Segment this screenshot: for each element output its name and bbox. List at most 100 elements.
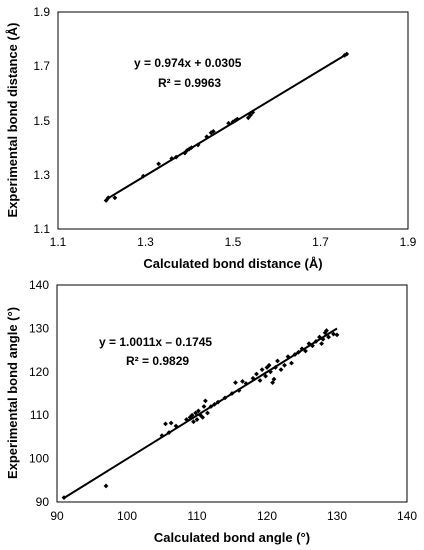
data-point	[275, 358, 280, 364]
y-axis-label: Experimental bond angle (°)	[5, 307, 20, 479]
data-point	[282, 362, 287, 368]
x-tick-label: 100	[117, 509, 137, 523]
y-tick-label: 1.1	[33, 222, 50, 236]
data-point	[159, 433, 165, 438]
data-point	[200, 414, 205, 420]
data-point	[250, 109, 256, 115]
data-point	[303, 348, 308, 354]
data-point	[105, 195, 111, 201]
x-tick-label: 1.7	[312, 235, 329, 249]
data-point	[324, 328, 329, 333]
data-point	[208, 130, 214, 136]
data-point	[226, 120, 232, 126]
data-point	[173, 423, 179, 429]
y-tick-label: 140	[29, 278, 49, 292]
data-point	[344, 51, 350, 57]
data-point	[289, 360, 294, 366]
points-layer	[103, 51, 350, 203]
data-point	[189, 145, 194, 151]
y-tick-label: 130	[29, 321, 49, 335]
data-point	[173, 154, 179, 160]
bond-angle-chart: 90 100 110 120 130 140 90 100 110 120 13…	[5, 278, 417, 545]
data-point	[233, 380, 238, 386]
data-point	[257, 378, 263, 383]
bond-distance-chart: 1.1 1.3 1.5 1.7 1.9 1.1 1.3 1.5 1.7 1.9 …	[5, 5, 417, 271]
data-point	[195, 142, 201, 148]
data-point	[320, 336, 326, 342]
data-point	[319, 341, 324, 346]
data-point	[266, 362, 272, 368]
data-point	[191, 419, 196, 425]
data-point	[182, 150, 188, 156]
bond-angle-plot-area	[56, 284, 408, 503]
data-point	[201, 404, 207, 409]
data-point	[313, 339, 319, 344]
data-point	[210, 128, 216, 134]
y-tick-label: 100	[29, 452, 49, 466]
data-point	[243, 381, 249, 386]
data-point	[196, 408, 201, 414]
data-point	[103, 483, 109, 489]
x-tick-label: 120	[257, 509, 277, 523]
y-tick-label: 120	[29, 365, 49, 379]
r-squared-label: R² = 0.9829	[126, 354, 189, 368]
data-point	[203, 398, 208, 404]
data-point	[103, 198, 109, 203]
data-point	[310, 343, 315, 349]
data-point	[254, 371, 259, 377]
data-point	[234, 116, 240, 122]
x-tick-label: 1.5	[225, 235, 242, 249]
data-point	[212, 401, 217, 407]
data-point	[163, 421, 168, 427]
data-point	[240, 378, 245, 384]
data-point	[168, 420, 174, 426]
data-point	[248, 112, 253, 118]
x-tick-label: 1.9	[400, 235, 417, 249]
data-point	[306, 341, 312, 346]
data-point	[263, 373, 268, 379]
data-point	[331, 331, 336, 337]
x-tick-label: 110	[187, 509, 206, 523]
data-point	[61, 495, 67, 501]
data-point	[229, 391, 235, 396]
y-tick-label: 1.5	[33, 114, 50, 128]
y-axis-label: Experimental bond distance (Å)	[5, 22, 20, 217]
data-point	[259, 367, 265, 373]
data-point	[140, 173, 146, 179]
y-tick-label: 1.3	[33, 168, 50, 182]
points-layer	[61, 328, 340, 501]
data-point	[156, 161, 162, 167]
x-tick-label: 140	[397, 509, 417, 523]
data-point	[194, 417, 200, 422]
data-point	[270, 380, 275, 386]
data-point	[166, 430, 172, 435]
data-point	[292, 352, 298, 357]
data-point	[273, 365, 278, 370]
y-tick-label: 1.7	[33, 59, 50, 73]
data-point	[278, 367, 284, 373]
data-point	[205, 410, 210, 416]
x-tick-label: 1.3	[137, 235, 154, 249]
y-tick-label: 110	[30, 408, 49, 422]
y-tick-label: 1.9	[33, 5, 50, 19]
data-point	[268, 369, 273, 375]
data-point	[342, 53, 347, 58]
data-point	[271, 376, 277, 382]
data-point	[193, 410, 198, 416]
data-point	[236, 388, 242, 393]
data-point	[187, 414, 193, 420]
data-point	[245, 115, 251, 121]
data-point	[208, 404, 214, 409]
data-point	[169, 156, 175, 161]
data-point	[184, 417, 189, 422]
regression-equation: y = 0.974x + 0.0305	[134, 56, 242, 70]
trendline-layer	[105, 53, 348, 201]
x-tick-label: 90	[50, 509, 64, 523]
x-tick-label: 130	[327, 509, 347, 523]
data-point	[189, 412, 195, 418]
data-point	[334, 332, 340, 338]
bond-distance-plot-area	[57, 11, 409, 230]
data-point	[112, 195, 118, 201]
data-point	[285, 354, 291, 360]
regression-equation: y = 1.0011x – 0.1745	[99, 335, 212, 349]
